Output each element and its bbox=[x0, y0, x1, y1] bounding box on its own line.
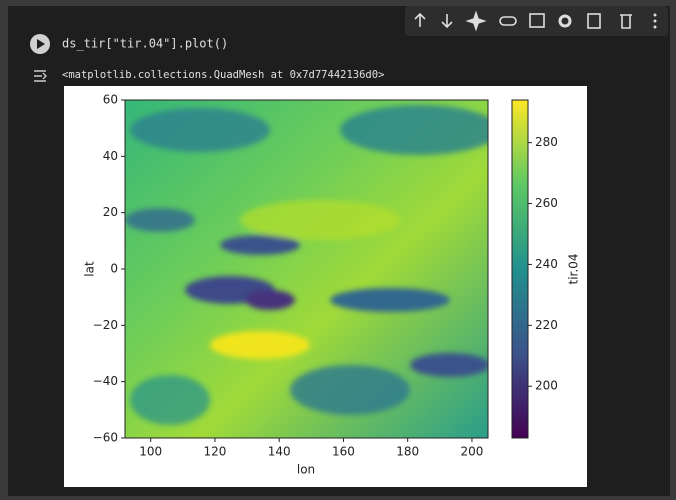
mirror[interactable] bbox=[587, 13, 601, 29]
run-icon bbox=[37, 39, 45, 49]
colorbar-tick-label: 260 bbox=[535, 196, 558, 210]
x-tick-label: 120 bbox=[203, 445, 226, 459]
x-axis-label: lon bbox=[297, 463, 315, 477]
code: ds_tir["tir.04"].plot() bbox=[62, 37, 228, 51]
x-tick-label: 100 bbox=[139, 445, 162, 459]
output-text: <matplotlib.collections.QuadMesh at 0x7d… bbox=[62, 69, 384, 81]
move-down[interactable] bbox=[441, 14, 453, 29]
y-tick-label: 0 bbox=[110, 262, 118, 276]
cell-toolbar bbox=[405, 6, 668, 36]
y-tick-label: −20 bbox=[93, 318, 118, 332]
delete[interactable] bbox=[620, 14, 632, 29]
colorbar-frame bbox=[511, 99, 529, 439]
link[interactable] bbox=[499, 16, 517, 26]
colorbar-tick-label: 240 bbox=[535, 257, 558, 271]
toolbar-bg bbox=[405, 6, 668, 36]
output-toggle[interactable] bbox=[34, 70, 47, 82]
x-tick-label: 160 bbox=[332, 445, 355, 459]
y-tick-label: −40 bbox=[93, 374, 118, 388]
heatmap-image bbox=[125, 100, 488, 438]
y-tick-label: 60 bbox=[103, 93, 118, 107]
y-tick-label: 40 bbox=[103, 149, 118, 163]
y-tick-label: 20 bbox=[103, 205, 118, 219]
move-up[interactable] bbox=[414, 12, 426, 27]
gemini[interactable] bbox=[465, 10, 487, 32]
more[interactable] bbox=[653, 13, 657, 29]
y-axis-label: lat bbox=[83, 261, 97, 277]
colorbar-tick-label: 220 bbox=[535, 318, 558, 332]
colorbar-tick-label: 200 bbox=[535, 379, 558, 393]
y-tick-label: −60 bbox=[93, 431, 118, 445]
x-tick-label: 200 bbox=[460, 445, 483, 459]
colorbar-tick-label: 280 bbox=[535, 135, 558, 149]
comment[interactable] bbox=[529, 13, 545, 28]
settings[interactable] bbox=[558, 14, 572, 28]
colorbar-label: tir.04 bbox=[567, 254, 581, 285]
colorbar bbox=[512, 100, 528, 438]
x-tick-label: 140 bbox=[268, 445, 291, 459]
x-tick-label: 180 bbox=[396, 445, 419, 459]
